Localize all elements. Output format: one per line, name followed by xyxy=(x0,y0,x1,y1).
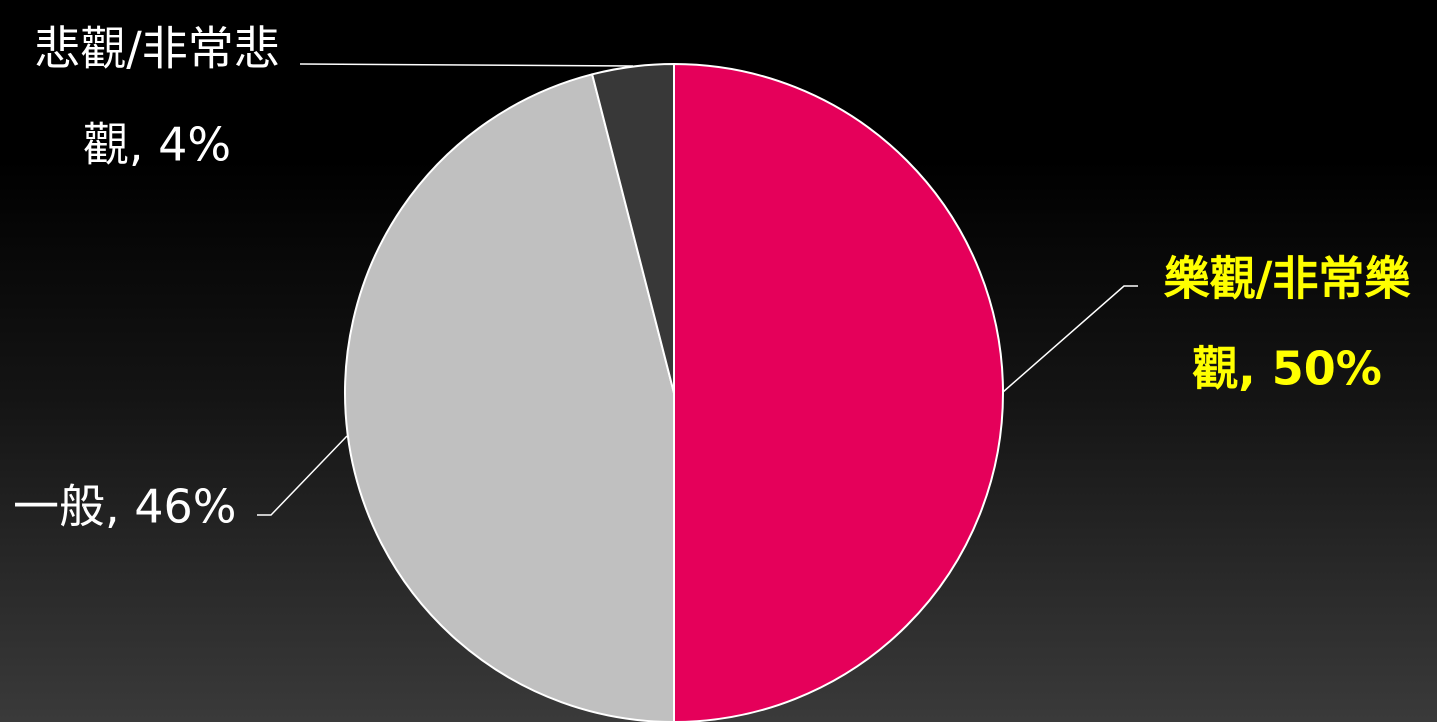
leader-line-optimistic xyxy=(1002,285,1138,393)
pie-slice-optimistic xyxy=(673,63,1004,722)
data-label-pessimistic-line-2: 觀, 4% xyxy=(83,118,231,172)
data-label-optimistic-line-1: 樂觀/非常樂 xyxy=(1164,252,1412,306)
data-label-pessimistic-line-1: 悲觀/非常悲 xyxy=(34,22,280,76)
data-label-neutral-line-1: 一般, 46% xyxy=(13,480,237,534)
leader-line-pessimistic xyxy=(299,63,634,67)
leader-lines xyxy=(257,63,1138,516)
pie-slices xyxy=(344,63,1004,722)
data-label-optimistic-line-2: 觀, 50% xyxy=(1192,342,1382,396)
pie-slice-neutral xyxy=(344,73,675,722)
leader-line-neutral xyxy=(257,435,348,516)
